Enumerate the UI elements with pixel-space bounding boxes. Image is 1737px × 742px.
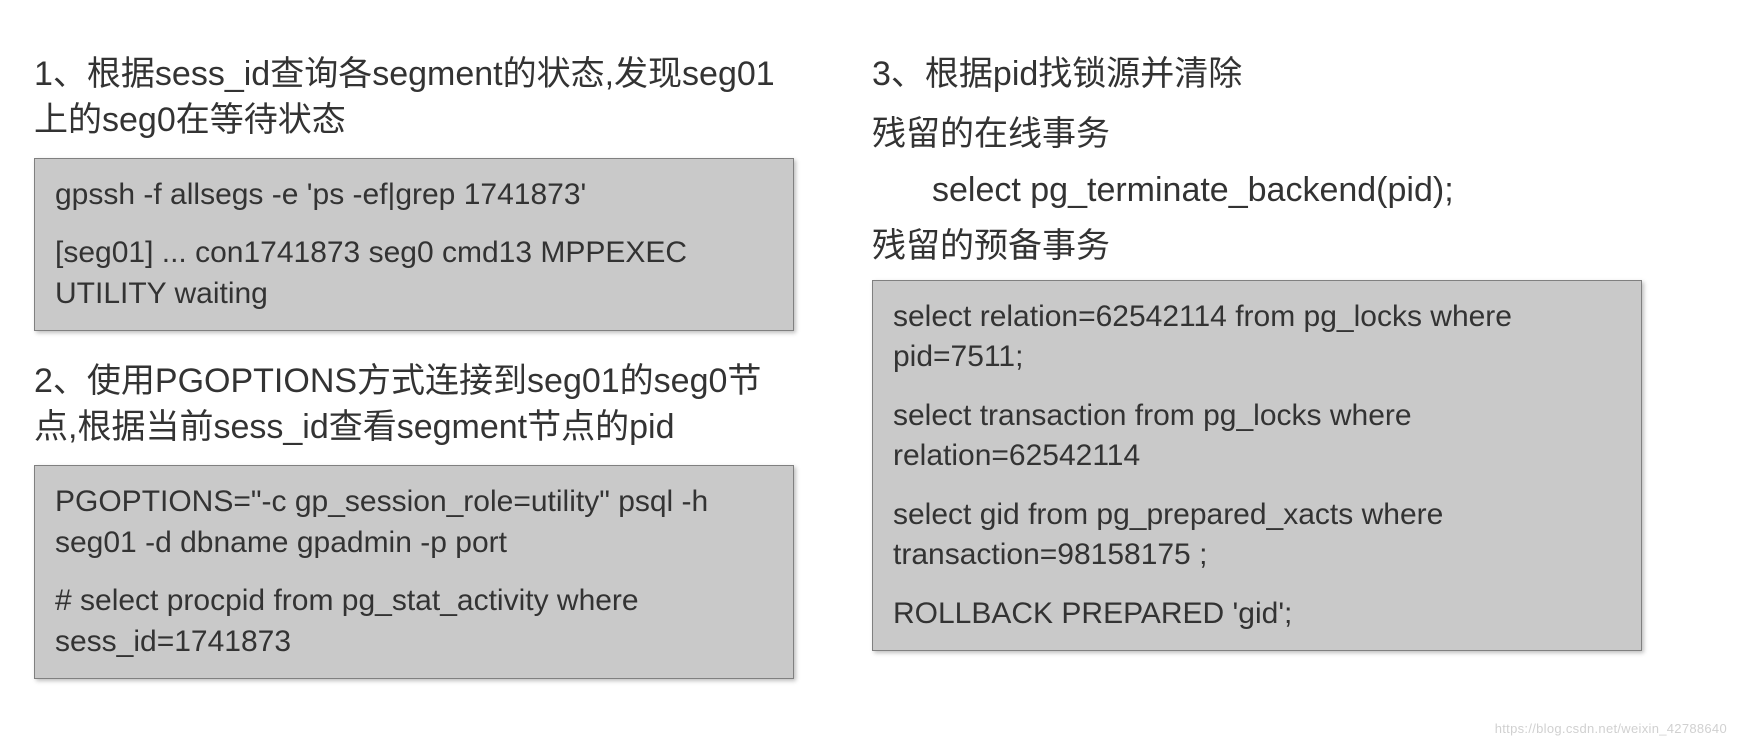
code-line: select transaction from pg_locks where r… bbox=[893, 396, 1621, 477]
code-line: gpssh -f allsegs -e 'ps -ef|grep 1741873… bbox=[55, 175, 773, 216]
code-line: select relation=62542114 from pg_locks w… bbox=[893, 297, 1621, 378]
section3-code-block: select relation=62542114 from pg_locks w… bbox=[872, 280, 1642, 652]
section2-code-block: PGOPTIONS="-c gp_session_role=utility" p… bbox=[34, 465, 794, 679]
code-line: # select procpid from pg_stat_activity w… bbox=[55, 581, 773, 662]
section3-heading: 3、根据pid找锁源并清除 bbox=[872, 52, 1642, 98]
code-line: select gid from pg_prepared_xacts where … bbox=[893, 495, 1621, 576]
right-column: 3、根据pid找锁源并清除 残留的在线事务 select pg_terminat… bbox=[872, 52, 1642, 679]
section1-heading: 1、根据sess_id查询各segment的状态,发现seg01上的seg0在等… bbox=[34, 52, 794, 144]
section3-sub2: 残留的预备事务 bbox=[872, 224, 1642, 270]
section3-indent-line: select pg_terminate_backend(pid); bbox=[872, 168, 1642, 214]
code-line: PGOPTIONS="-c gp_session_role=utility" p… bbox=[55, 482, 773, 563]
code-line: ROLLBACK PREPARED 'gid'; bbox=[893, 594, 1621, 635]
section3-sub1: 残留的在线事务 bbox=[872, 112, 1642, 158]
section1-code-block: gpssh -f allsegs -e 'ps -ef|grep 1741873… bbox=[34, 158, 794, 332]
watermark-text: https://blog.csdn.net/weixin_42788640 bbox=[1495, 721, 1727, 736]
left-column: 1、根据sess_id查询各segment的状态,发现seg01上的seg0在等… bbox=[34, 52, 794, 707]
section2-heading: 2、使用PGOPTIONS方式连接到seg01的seg0节点,根据当前sess_… bbox=[34, 359, 794, 451]
code-line: [seg01] ... con1741873 seg0 cmd13 MPPEXE… bbox=[55, 233, 773, 314]
